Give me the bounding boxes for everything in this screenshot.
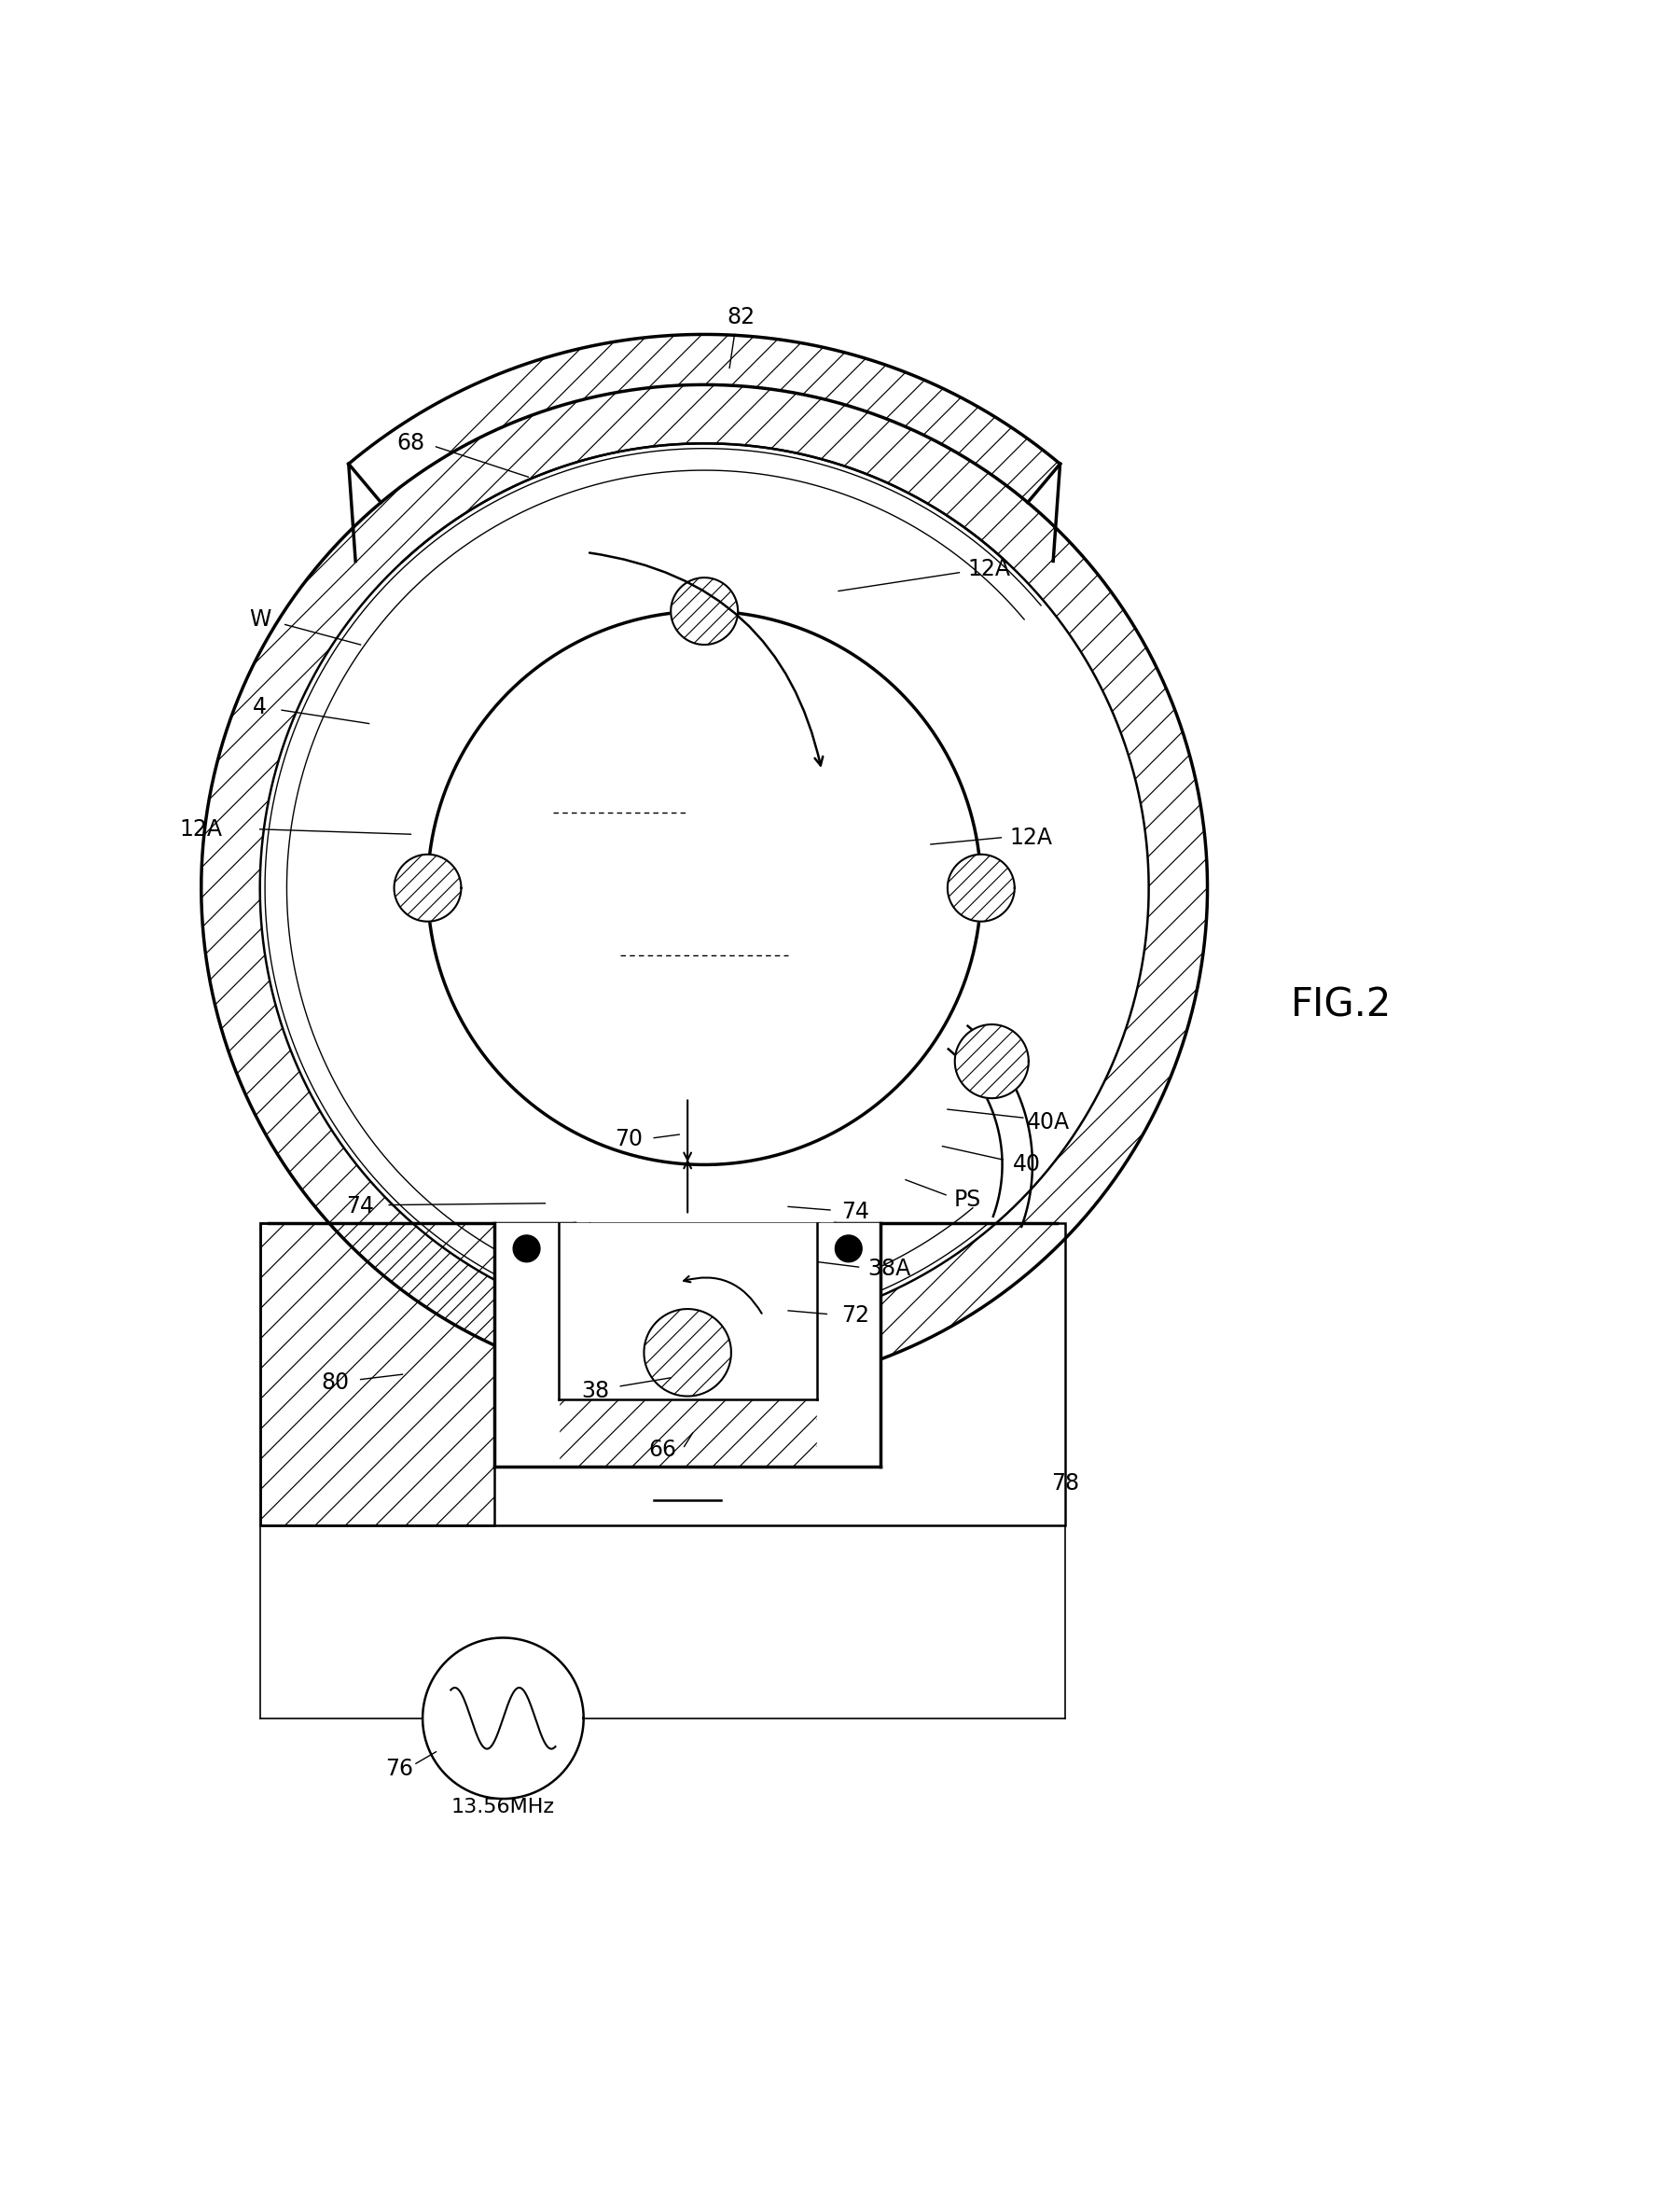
Polygon shape [513, 1234, 540, 1263]
Text: 38A: 38A [867, 1256, 911, 1281]
Bar [260, 1223, 495, 1526]
Polygon shape [428, 611, 981, 1166]
Text: 72: 72 [842, 1305, 869, 1327]
Polygon shape [954, 1024, 1028, 1097]
Text: 66: 66 [649, 1438, 676, 1462]
Polygon shape [394, 854, 461, 922]
Text: 76: 76 [386, 1756, 413, 1781]
Polygon shape [644, 1310, 731, 1396]
Text: PS: PS [954, 1188, 981, 1212]
Text: 13.56MHz: 13.56MHz [451, 1798, 555, 1816]
Text: 40: 40 [1013, 1152, 1040, 1177]
Text: 74: 74 [842, 1201, 869, 1223]
Bar [260, 1223, 1065, 1526]
Text: 74: 74 [347, 1194, 374, 1219]
Polygon shape [835, 1234, 862, 1263]
Text: 12A: 12A [968, 557, 1011, 580]
Polygon shape [948, 854, 1015, 922]
Text: 40A: 40A [1026, 1113, 1070, 1135]
Text: 82: 82 [728, 307, 755, 330]
Polygon shape [495, 1223, 880, 1467]
Text: 80: 80 [322, 1371, 349, 1394]
Text: FIG.2: FIG.2 [1291, 987, 1392, 1024]
Polygon shape [671, 577, 738, 644]
Text: 70: 70 [615, 1128, 642, 1150]
Text: 4: 4 [253, 695, 267, 719]
Text: 78: 78 [1051, 1473, 1078, 1495]
Text: 12A: 12A [1010, 827, 1053, 849]
Text: W: W [248, 608, 272, 630]
Text: 38: 38 [582, 1380, 609, 1402]
Text: 12A: 12A [179, 818, 223, 841]
Text: 68: 68 [397, 431, 424, 456]
